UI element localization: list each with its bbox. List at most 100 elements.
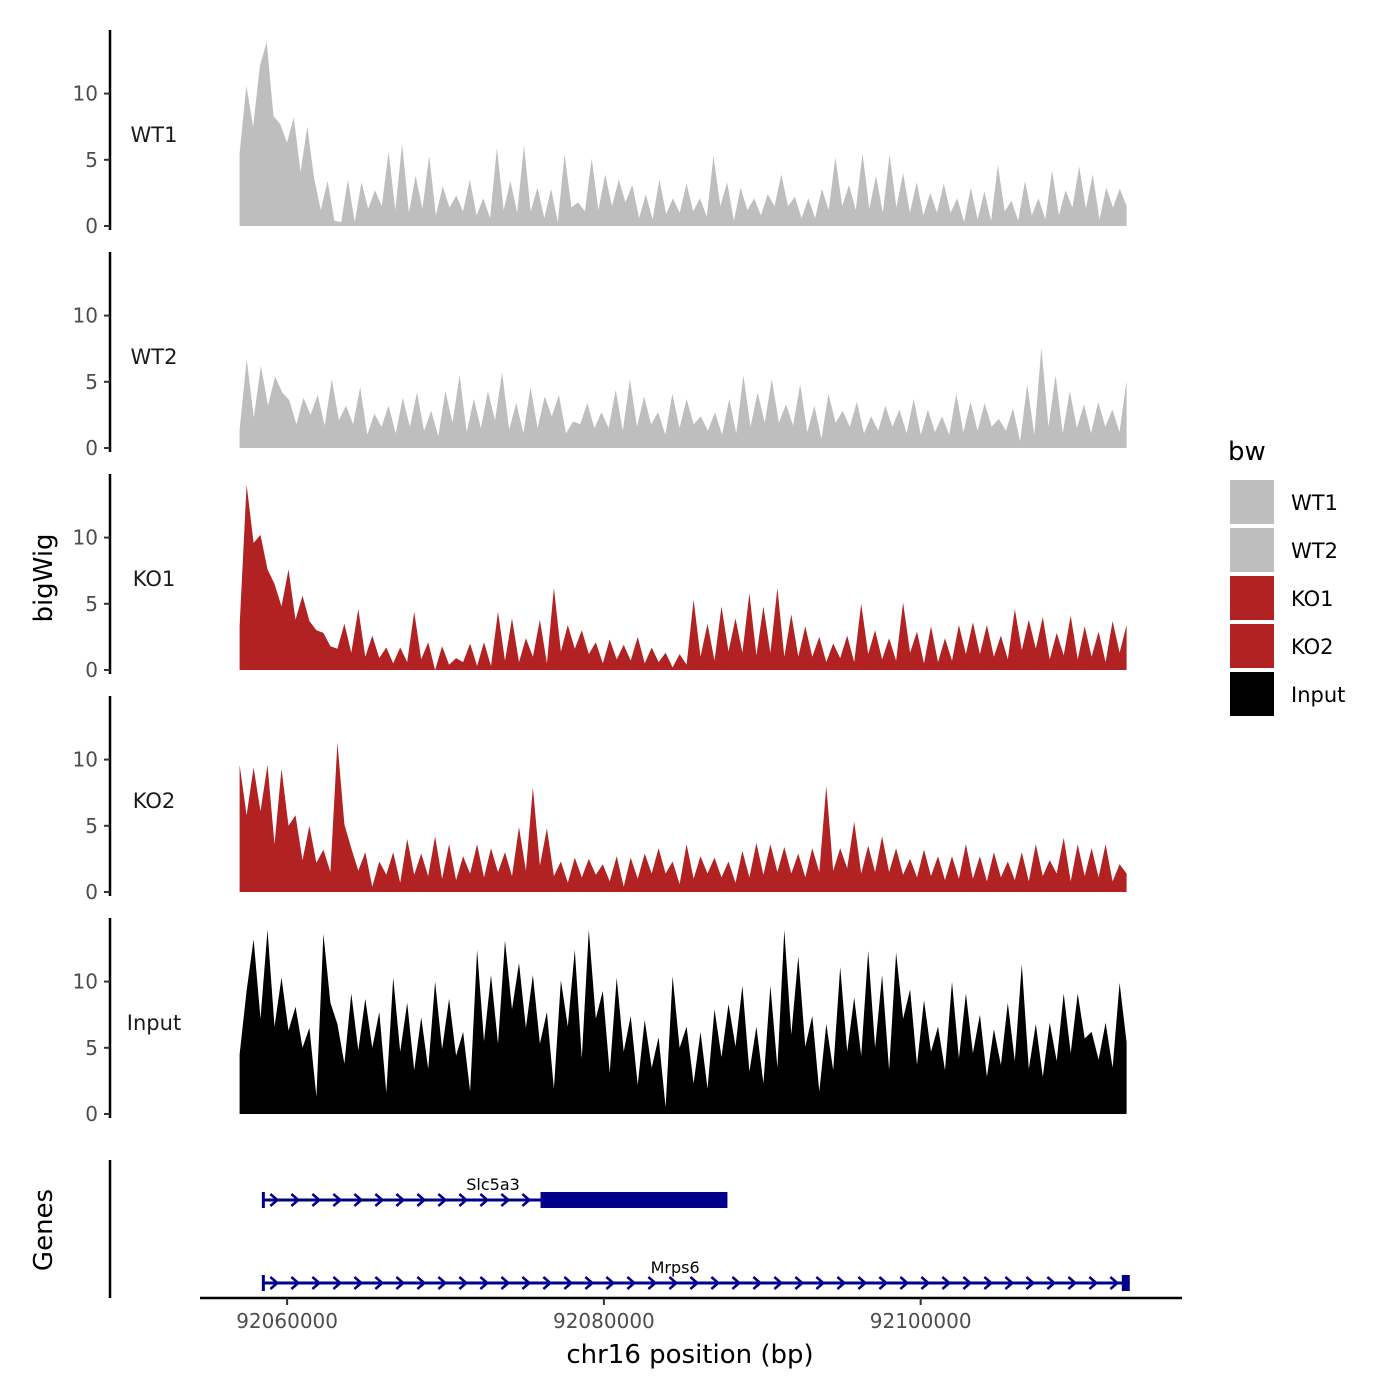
strand-arrow	[395, 1193, 406, 1207]
strand-arrow	[710, 1276, 721, 1290]
x-tick-label: 92100000	[870, 1309, 972, 1333]
track-input: 0 5 10 Input	[73, 918, 1127, 1126]
strand-arrow	[899, 1276, 910, 1290]
strand-arrow	[374, 1276, 385, 1290]
y-tick-label: 0	[85, 214, 98, 238]
strand-arrow	[458, 1193, 469, 1207]
y-tick-label: 10	[73, 970, 98, 994]
coverage-area-ko2	[239, 742, 1127, 892]
y-tick-label: 10	[73, 304, 98, 328]
y-tick-label: 5	[85, 370, 98, 394]
strand-arrow	[1046, 1276, 1057, 1290]
strand-arrow	[311, 1193, 322, 1207]
legend-title: bw	[1228, 437, 1266, 467]
strand-arrow	[626, 1276, 637, 1290]
genes-axis-title: Genes	[29, 1189, 59, 1271]
legend-label: Input	[1291, 683, 1345, 707]
gene-label: Mrps6	[651, 1258, 700, 1277]
x-axis: 92060000 92080000 92100000	[200, 1296, 1182, 1333]
strand-arrow	[437, 1276, 448, 1290]
y-tick-label: 5	[85, 592, 98, 616]
x-tick-label: 92080000	[553, 1309, 655, 1333]
y-tick-label: 0	[85, 436, 98, 460]
strand-arrow	[1088, 1276, 1099, 1290]
strand-arrow	[395, 1276, 406, 1290]
legend: bw WT1 WT2 KO1 KO2 Input	[1228, 437, 1345, 716]
gene-label: Slc5a3	[466, 1175, 520, 1194]
legend-key-wt2	[1230, 528, 1274, 572]
strand-arrow	[584, 1276, 595, 1290]
strand-arrow	[332, 1276, 343, 1290]
strand-arrow	[731, 1276, 742, 1290]
coverage-area-ko1	[239, 484, 1127, 670]
y-tick-label: 0	[85, 880, 98, 904]
strand-arrow	[836, 1276, 847, 1290]
strand-arrow	[353, 1276, 364, 1290]
y-tick-label: 5	[85, 1036, 98, 1060]
gene-track: Slc5a3 Mrps6	[108, 1160, 1130, 1298]
legend-label: KO1	[1291, 587, 1334, 611]
strand-arrow	[458, 1276, 469, 1290]
track-ko2: 0 5 10 KO2	[73, 696, 1127, 904]
track-label: KO2	[133, 789, 176, 813]
strand-arrow	[416, 1193, 427, 1207]
strand-arrow	[269, 1276, 280, 1290]
strand-arrow	[605, 1276, 616, 1290]
legend-key-ko2	[1230, 624, 1274, 668]
strand-arrow	[815, 1276, 826, 1290]
strand-arrow	[752, 1276, 763, 1290]
strand-arrow	[962, 1276, 973, 1290]
legend-label: KO2	[1291, 635, 1334, 659]
y-tick-label: 10	[73, 526, 98, 550]
strand-arrow	[668, 1276, 679, 1290]
legend-label: WT2	[1291, 539, 1338, 563]
strand-arrow	[794, 1276, 805, 1290]
y-tick-label: 0	[85, 658, 98, 682]
track-ko1: 0 5 10 KO1	[73, 474, 1127, 682]
coverage-area-input	[239, 929, 1127, 1114]
strand-arrow	[563, 1276, 574, 1290]
strand-arrow	[500, 1276, 511, 1290]
strand-arrow	[479, 1193, 490, 1207]
y-tick-label: 5	[85, 148, 98, 172]
strand-arrow	[521, 1193, 532, 1207]
gene-mrps6: Mrps6	[261, 1258, 1130, 1291]
coverage-tracks: 0 5 10 WT1 0 5 10 WT2 0 5 10 KO1 0 5 10 KO2 0 5 10 Input	[73, 30, 1127, 1126]
gene-slc5a3: Slc5a3	[261, 1175, 728, 1208]
y-tick-label: 0	[85, 1102, 98, 1126]
track-label: KO1	[133, 567, 176, 591]
strand-arrow	[1067, 1276, 1078, 1290]
track-wt2: 0 5 10 WT2	[73, 252, 1127, 460]
strand-arrow	[437, 1193, 448, 1207]
strand-arrow	[920, 1276, 931, 1290]
gene-exon	[1121, 1275, 1130, 1291]
track-label: Input	[127, 1011, 181, 1035]
legend-key-wt1	[1230, 480, 1274, 524]
strand-arrow	[311, 1276, 322, 1290]
legend-key-input	[1230, 672, 1274, 716]
x-axis-title: chr16 position (bp)	[566, 1340, 813, 1370]
gene-exon	[540, 1192, 728, 1208]
strand-arrow	[290, 1276, 301, 1290]
strand-arrow	[290, 1193, 301, 1207]
strand-arrow	[479, 1276, 490, 1290]
strand-arrow	[1109, 1276, 1120, 1290]
strand-arrow	[1025, 1276, 1036, 1290]
legend-key-ko1	[1230, 576, 1274, 620]
strand-arrow	[941, 1276, 952, 1290]
track-wt1: 0 5 10 WT1	[73, 30, 1127, 238]
strand-arrow	[416, 1276, 427, 1290]
strand-arrow	[353, 1193, 364, 1207]
y-tick-label: 10	[73, 748, 98, 772]
y-tick-label: 10	[73, 82, 98, 106]
strand-arrow	[689, 1276, 700, 1290]
strand-arrow	[521, 1276, 532, 1290]
track-label: WT2	[131, 345, 178, 369]
strand-arrow	[542, 1276, 553, 1290]
y-axis-title: bigWig	[29, 533, 59, 622]
strand-arrow	[857, 1276, 868, 1290]
strand-arrow	[773, 1276, 784, 1290]
strand-arrow	[269, 1193, 280, 1207]
strand-arrow	[374, 1193, 385, 1207]
